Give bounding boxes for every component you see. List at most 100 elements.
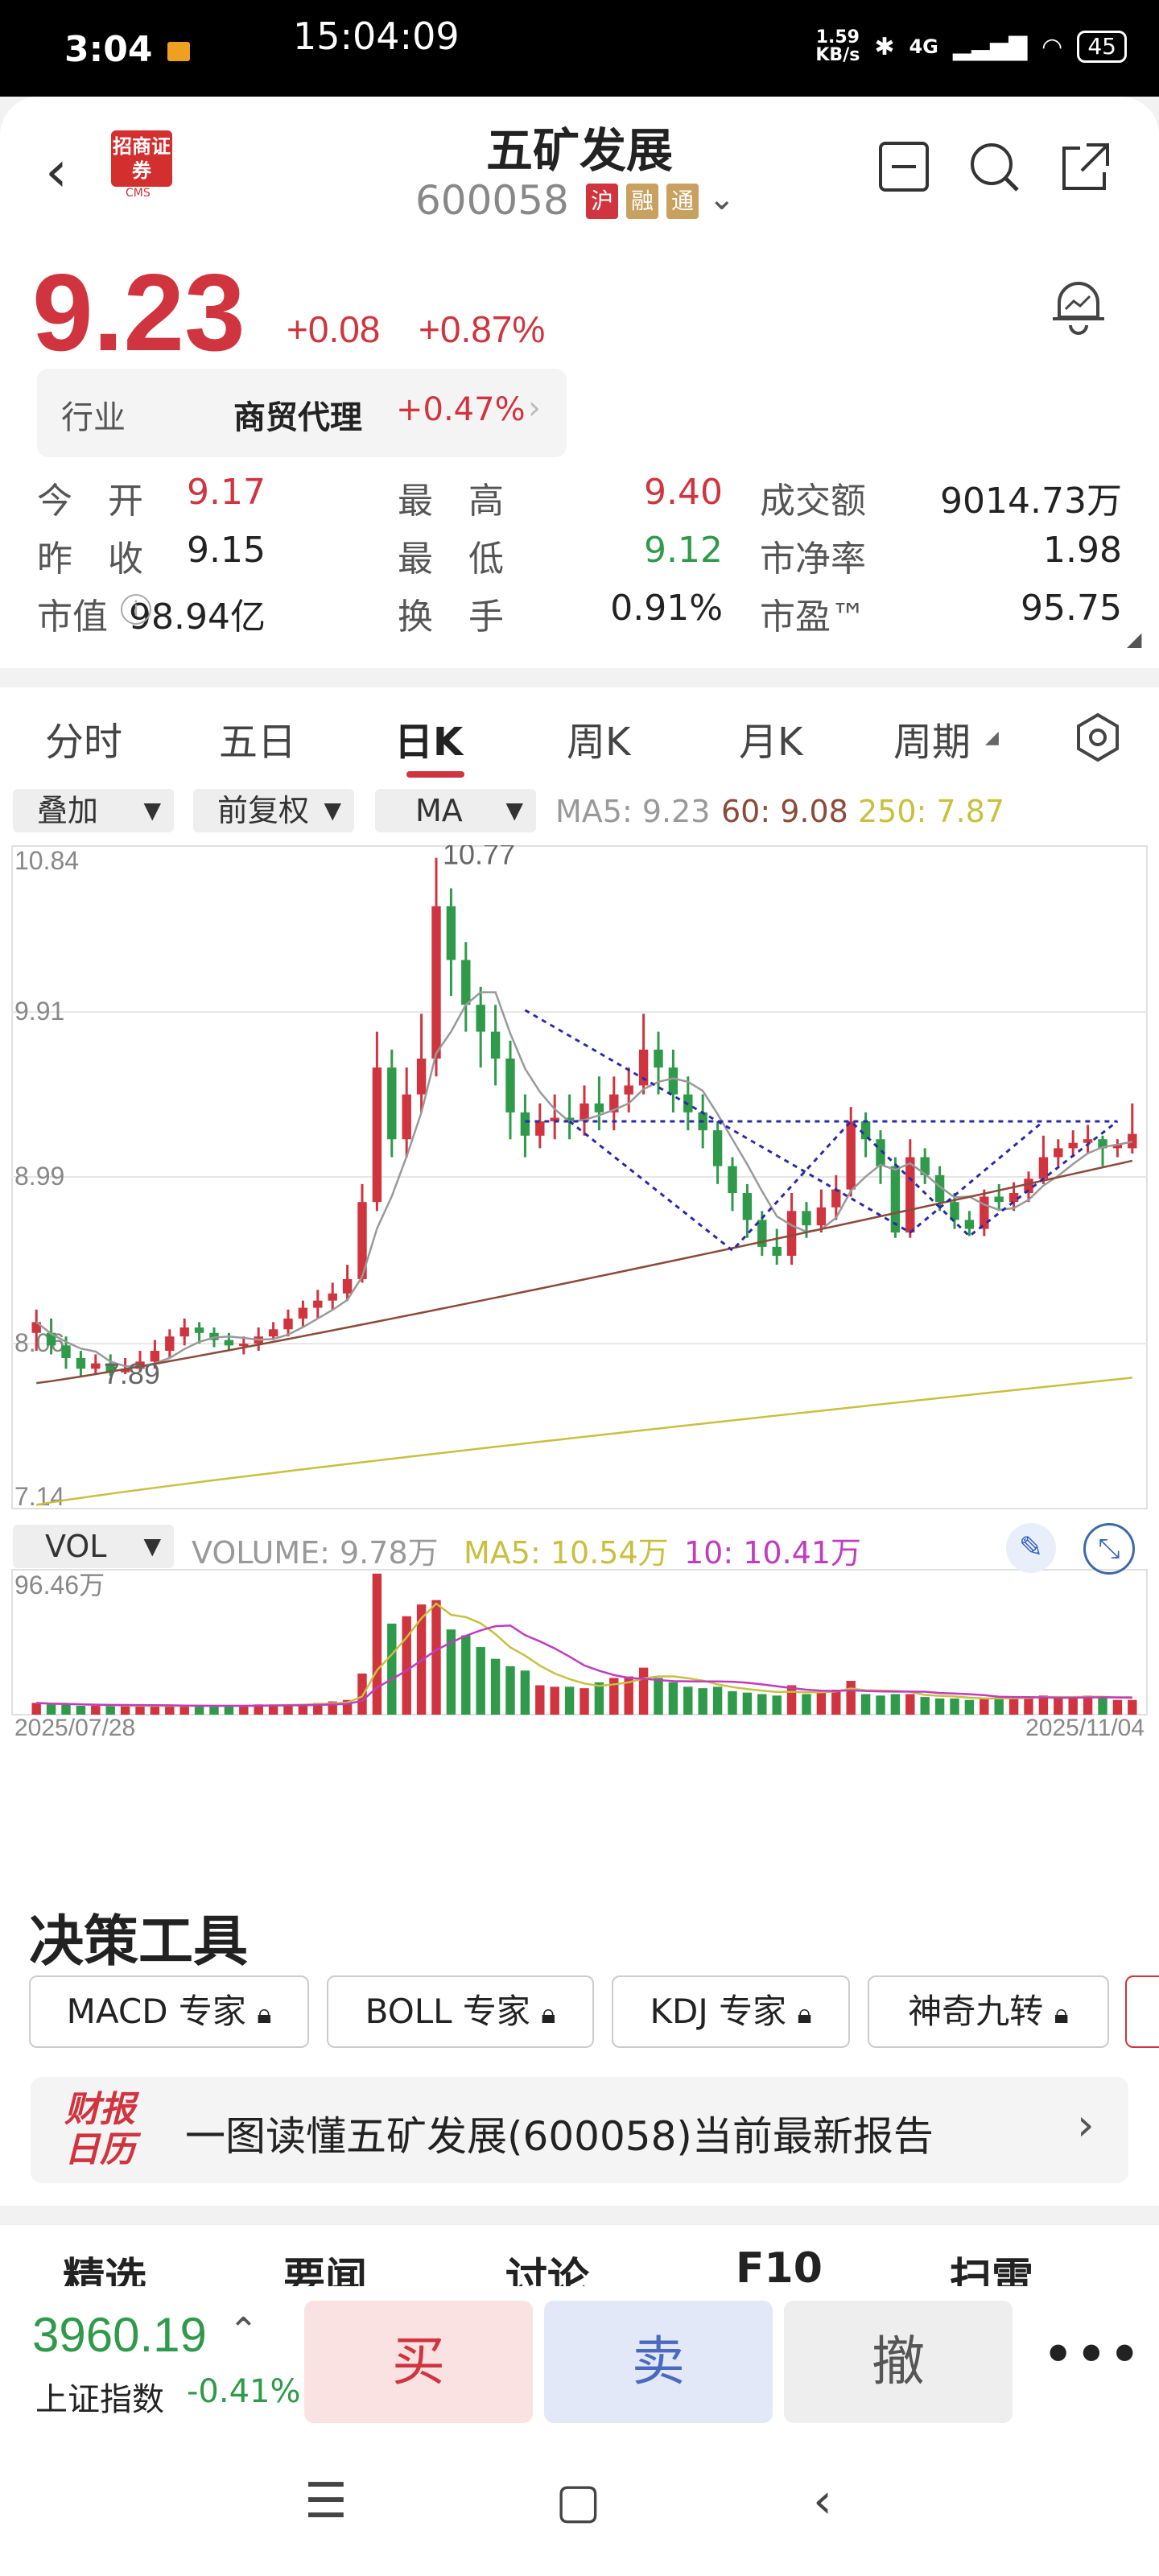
vol-ma10-legend: 10: 10.41万 bbox=[684, 1535, 862, 1571]
volume-bar bbox=[120, 1706, 130, 1715]
price-change: +0.08 bbox=[287, 308, 381, 350]
kline-chart[interactable]: 10.84 9.91 8.99 8.06 7.14 10.77 7.89 96.46万 2025… bbox=[11, 845, 1148, 1736]
candle-body bbox=[757, 1220, 767, 1247]
candle-body bbox=[1083, 1139, 1093, 1143]
candle-body bbox=[920, 1157, 930, 1175]
cancel-order-button[interactable]: 撤 bbox=[784, 2301, 1013, 2423]
tag-connect: 通 bbox=[666, 184, 699, 219]
tag-sh: 沪 bbox=[586, 184, 618, 219]
back-nav-icon[interactable]: ‹ bbox=[813, 2473, 832, 2529]
quote-panel: 9.23 +0.08 +0.87% 行业 商贸代理 +0.47% › 今 开 9.… bbox=[0, 250, 1159, 668]
draw-pencil-icon[interactable]: ✎ bbox=[1006, 1523, 1056, 1573]
quote-value: 95.75 bbox=[1021, 588, 1122, 629]
tool-macd[interactable]: MACD 专家 🔒︎ bbox=[29, 1975, 309, 2048]
sell-button[interactable]: 卖 bbox=[544, 2301, 773, 2423]
candle-body bbox=[1128, 1133, 1137, 1149]
chart-panel: 分时 五日 日K 周K 月K 周期 ◢ 叠加 ▼ 前复权 ▼ MA ▼ MA5: 9.23 60:… bbox=[0, 687, 1159, 1884]
tab-f10[interactable]: F10 bbox=[736, 2244, 823, 2293]
net-speed: 1.59 KB/s bbox=[815, 27, 860, 65]
tool-boll[interactable]: BOLL 专家 🔒︎ bbox=[327, 1975, 594, 2048]
period-tab[interactable]: 日K bbox=[394, 720, 464, 765]
candle-body bbox=[1024, 1179, 1033, 1194]
indicator-select[interactable]: MA ▼ bbox=[375, 789, 536, 832]
volume-bar bbox=[431, 1600, 441, 1715]
candle-body bbox=[1098, 1139, 1107, 1149]
candle-body bbox=[550, 1117, 559, 1121]
chevron-right-icon: › bbox=[528, 390, 541, 427]
ma5-line bbox=[35, 991, 1133, 1368]
period-tab[interactable]: 周K bbox=[567, 720, 631, 765]
minus-box-icon[interactable] bbox=[876, 138, 932, 195]
search-icon[interactable] bbox=[966, 138, 1022, 195]
share-icon[interactable] bbox=[1058, 138, 1114, 195]
volume-bar bbox=[564, 1686, 575, 1715]
candle-body bbox=[165, 1336, 175, 1352]
volume-bar bbox=[1083, 1695, 1093, 1715]
period-tab[interactable]: 周期 bbox=[893, 720, 971, 765]
tool-nine[interactable]: 神奇九转 🔒︎ bbox=[868, 1975, 1109, 2048]
volume-bar bbox=[342, 1699, 353, 1715]
stock-name: 五矿发展 bbox=[485, 123, 673, 178]
volume-bar bbox=[461, 1635, 471, 1715]
more-icon[interactable]: ••• bbox=[1041, 2322, 1141, 2388]
period-tab[interactable]: 月K bbox=[739, 720, 803, 765]
stock-header: ‹ 招商证券 CMS 五矿发展 600058 沪 融 通 ⌄ bbox=[0, 97, 1159, 250]
quote-value: 0.91% bbox=[610, 588, 723, 629]
high-label: 10.77 bbox=[443, 845, 515, 871]
chevron-up-icon[interactable]: ⌃ bbox=[229, 2310, 258, 2351]
chevron-down-icon[interactable]: ⌄ bbox=[708, 180, 736, 217]
back-icon[interactable]: ‹ bbox=[45, 138, 68, 204]
quote-label: 今 开 bbox=[37, 481, 143, 522]
volume-bar bbox=[520, 1670, 530, 1715]
price-alert-icon[interactable] bbox=[1046, 274, 1111, 338]
buy-button[interactable]: 买 bbox=[304, 2301, 533, 2423]
x-start-label: 2025/07/28 bbox=[14, 1715, 135, 1736]
volume-bar bbox=[905, 1694, 915, 1715]
industry-change: +0.47% bbox=[396, 391, 526, 428]
tool-kdj[interactable]: KDJ 专家 🔒︎ bbox=[612, 1975, 850, 2048]
settings-icon[interactable] bbox=[1072, 712, 1124, 763]
period-tab[interactable]: 分时 bbox=[45, 720, 123, 765]
tools-title: 决策工具 bbox=[29, 1910, 249, 1974]
quote-label: 市净率 bbox=[760, 539, 866, 580]
lock-icon: 🔒︎ bbox=[797, 1998, 812, 2030]
price-axis-label: 9.91 bbox=[14, 997, 64, 1026]
candle-body bbox=[328, 1293, 337, 1301]
volume-bar bbox=[876, 1695, 885, 1715]
volume-bar bbox=[1128, 1699, 1137, 1715]
industry-box[interactable]: 行业 商贸代理 +0.47% › bbox=[37, 369, 567, 457]
volume-bar bbox=[742, 1692, 753, 1715]
home-icon[interactable]: ▢ bbox=[555, 2473, 601, 2529]
tool-next-partial[interactable] bbox=[1125, 1975, 1159, 2048]
wifi-icon: ◠ bbox=[1041, 32, 1063, 61]
report-banner[interactable]: 财报日历 一图读懂五矿发展(600058)当前最新报告 › bbox=[31, 2077, 1128, 2183]
candle-body bbox=[964, 1220, 975, 1229]
expand-icon[interactable]: ⤡ bbox=[1083, 1523, 1135, 1575]
volume-bar bbox=[757, 1694, 767, 1715]
volume-bar bbox=[934, 1698, 945, 1715]
volume-bar bbox=[698, 1688, 707, 1715]
expand-corner-icon[interactable]: ◢ bbox=[1127, 628, 1142, 650]
volume-axis-label: 96.46万 bbox=[14, 1571, 105, 1600]
info-icon[interactable]: i bbox=[121, 594, 151, 625]
quote-label: 最 低 bbox=[398, 539, 504, 580]
overlay-select[interactable]: 叠加 ▼ bbox=[13, 789, 174, 832]
candle-body bbox=[520, 1112, 530, 1136]
vol-select[interactable]: VOL ▼ bbox=[13, 1525, 174, 1568]
candle-body bbox=[1068, 1142, 1078, 1149]
volume-bar bbox=[328, 1701, 337, 1715]
candle-body bbox=[461, 960, 471, 1005]
period-tab[interactable]: 五日 bbox=[219, 720, 297, 765]
dropdown-icon: ▼ bbox=[505, 797, 523, 824]
quote-label: 市值 bbox=[37, 597, 108, 638]
index-value[interactable]: 3960.19 bbox=[32, 2308, 207, 2362]
volume-bar bbox=[224, 1706, 234, 1715]
candle-body bbox=[786, 1211, 797, 1256]
vol-ma10-line bbox=[36, 1624, 1132, 1707]
volume-legend: VOLUME: 9.78万 bbox=[192, 1535, 439, 1571]
quote-label: 最 高 bbox=[398, 481, 504, 522]
candle-body bbox=[580, 1103, 589, 1121]
price-axis-label: 8.99 bbox=[14, 1162, 64, 1191]
menu-icon[interactable]: ☰ bbox=[304, 2473, 348, 2529]
adjust-select[interactable]: 前复权 ▼ bbox=[193, 789, 354, 832]
